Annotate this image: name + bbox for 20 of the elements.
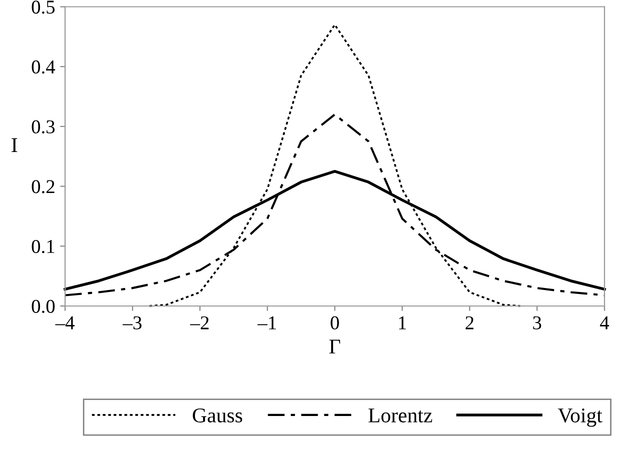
x-tick-label: –4 <box>55 316 75 330</box>
y-tick-label: 0.2 <box>32 180 54 194</box>
legend-label: Gauss <box>192 408 242 422</box>
x-tick-label: 2 <box>466 316 474 330</box>
y-tick-label: 0.5 <box>32 0 55 14</box>
y-tick-label: 0.3 <box>32 120 55 134</box>
x-tick-label: –2 <box>190 316 209 330</box>
y-axis-title: I <box>12 138 18 152</box>
x-axis-title: Γ <box>329 340 340 354</box>
x-tick-label: 3 <box>533 316 542 330</box>
y-tick-label: 0.4 <box>32 60 56 74</box>
x-tick-label: 4 <box>600 316 610 330</box>
legend-label: Voigt <box>558 408 602 427</box>
y-tick-label: 0.1 <box>32 240 54 254</box>
x-tick-label: –3 <box>122 316 142 330</box>
x-tick-label: –1 <box>258 316 276 330</box>
legend-label: Lorentz <box>368 408 432 422</box>
x-tick-label: 0 <box>330 316 339 330</box>
y-tick-label: 0.0 <box>32 300 55 314</box>
x-tick-label: 1 <box>399 316 406 330</box>
